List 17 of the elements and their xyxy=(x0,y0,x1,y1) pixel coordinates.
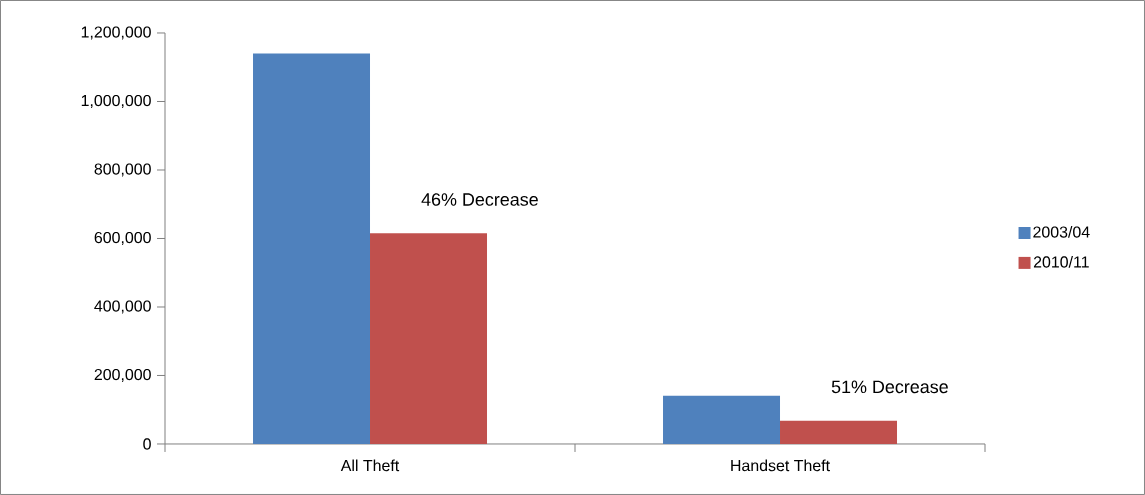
y-tick-label: 0 xyxy=(143,438,151,450)
y-tick-label: 1,000,000 xyxy=(81,94,151,109)
y-tick-label: 400,000 xyxy=(94,300,151,314)
y-tick-label: 200,000 xyxy=(94,368,151,383)
annotation: 51% Decrease xyxy=(831,380,948,394)
bar xyxy=(780,420,898,444)
y-tick-label: 1,200,000 xyxy=(81,26,151,40)
bar xyxy=(253,53,371,444)
legend-label: 2010/11 xyxy=(1033,255,1089,268)
x-tick-label: All Theft xyxy=(340,459,400,472)
y-tick-label: 800,000 xyxy=(94,163,151,177)
x-tick-label: Handset Theft xyxy=(731,459,830,472)
bar xyxy=(663,395,781,444)
bar xyxy=(370,233,488,444)
legend-label: 2003/04 xyxy=(1033,226,1090,238)
annotation: 46% Decrease xyxy=(421,193,538,206)
y-tick-label: 600,000 xyxy=(94,231,151,246)
